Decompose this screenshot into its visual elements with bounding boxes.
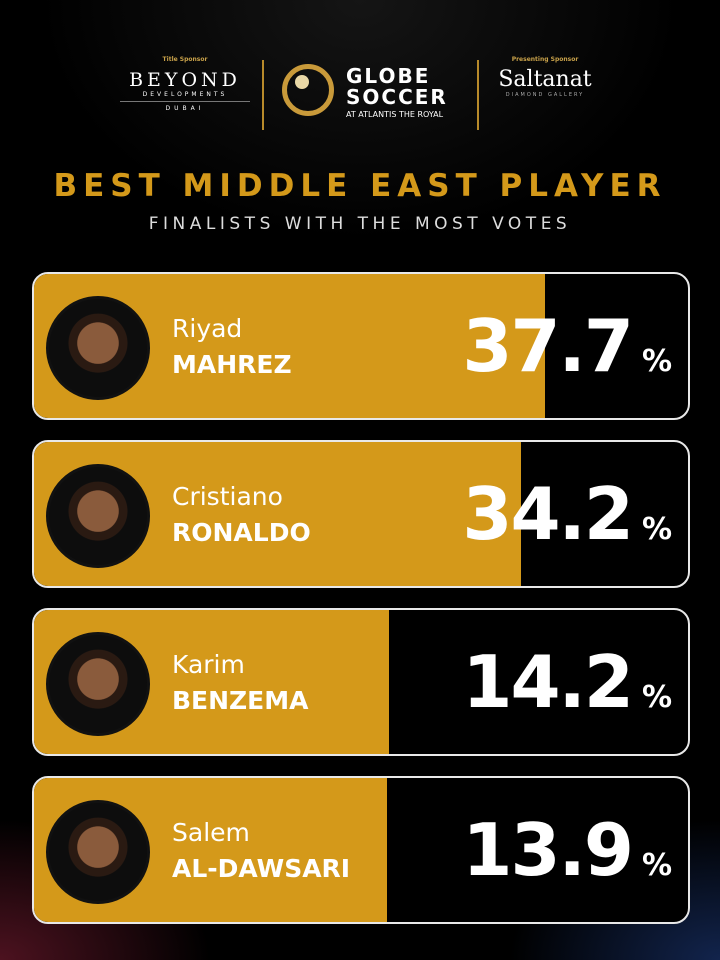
vote-percentage: 37.7 (462, 304, 634, 388)
globe-icon (282, 64, 334, 116)
divider (477, 60, 479, 130)
player-photo (46, 800, 150, 904)
divider (262, 60, 264, 130)
title-sponsor-name: BEYOND (129, 69, 241, 91)
player-photo (46, 464, 150, 568)
player-first-name: Karim (172, 650, 245, 679)
player-bar: Cristiano RONALDO 34.2 % (32, 440, 690, 588)
player-bar: Riyad MAHREZ 37.7 % (32, 272, 690, 420)
title-sponsor-line2: DEVELOPMENTS (120, 91, 250, 102)
chart-title: BEST MIDDLE EAST PLAYER (53, 168, 667, 204)
percent-sign: % (641, 344, 672, 379)
player-last-name: RONALDO (172, 518, 311, 547)
player-photo (46, 296, 150, 400)
vote-percentage: 13.9 (462, 808, 634, 892)
title-sponsor-label: Title Sponsor (162, 56, 208, 63)
player-last-name: AL-DAWSARI (172, 854, 351, 883)
brand-line2: SOCCER (346, 85, 448, 109)
sponsor-header: Title Sponsor BEYOND DEVELOPMENTS DUBAI … (0, 50, 720, 140)
percent-sign: % (641, 512, 672, 547)
player-bar: Salem AL-DAWSARI 13.9 % (32, 776, 690, 924)
title-sponsor-logo: Title Sponsor BEYOND DEVELOPMENTS DUBAI (120, 56, 250, 112)
vote-percentage: 34.2 (462, 472, 634, 556)
presenting-sponsor-logo: Presenting Sponsor Saltanat DIAMOND GALL… (490, 56, 600, 98)
brand-sub: AT ATLANTIS THE ROYAL (346, 110, 444, 119)
player-first-name: Salem (172, 818, 250, 847)
presenting-sponsor-name: Saltanat (498, 67, 592, 92)
brand-line1: GLOBE (346, 64, 431, 88)
player-bar: Karim BENZEMA 14.2 % (32, 608, 690, 756)
player-last-name: MAHREZ (172, 350, 292, 379)
player-last-name: BENZEMA (172, 686, 309, 715)
player-first-name: Cristiano (172, 482, 283, 511)
globe-soccer-logo: GLOBE SOCCER AT ATLANTIS THE ROYAL (280, 62, 465, 132)
presenting-sponsor-sub: DIAMOND GALLERY (505, 92, 585, 98)
presenting-sponsor-label: Presenting Sponsor (511, 56, 579, 63)
chart-subtitle: FINALISTS WITH THE MOST VOTES (148, 214, 572, 234)
player-first-name: Riyad (172, 314, 243, 343)
player-photo (46, 632, 150, 736)
title-sponsor-line3: DUBAI (165, 105, 205, 112)
vote-percentage: 14.2 (462, 640, 634, 724)
percent-sign: % (641, 848, 672, 883)
percent-sign: % (641, 680, 672, 715)
